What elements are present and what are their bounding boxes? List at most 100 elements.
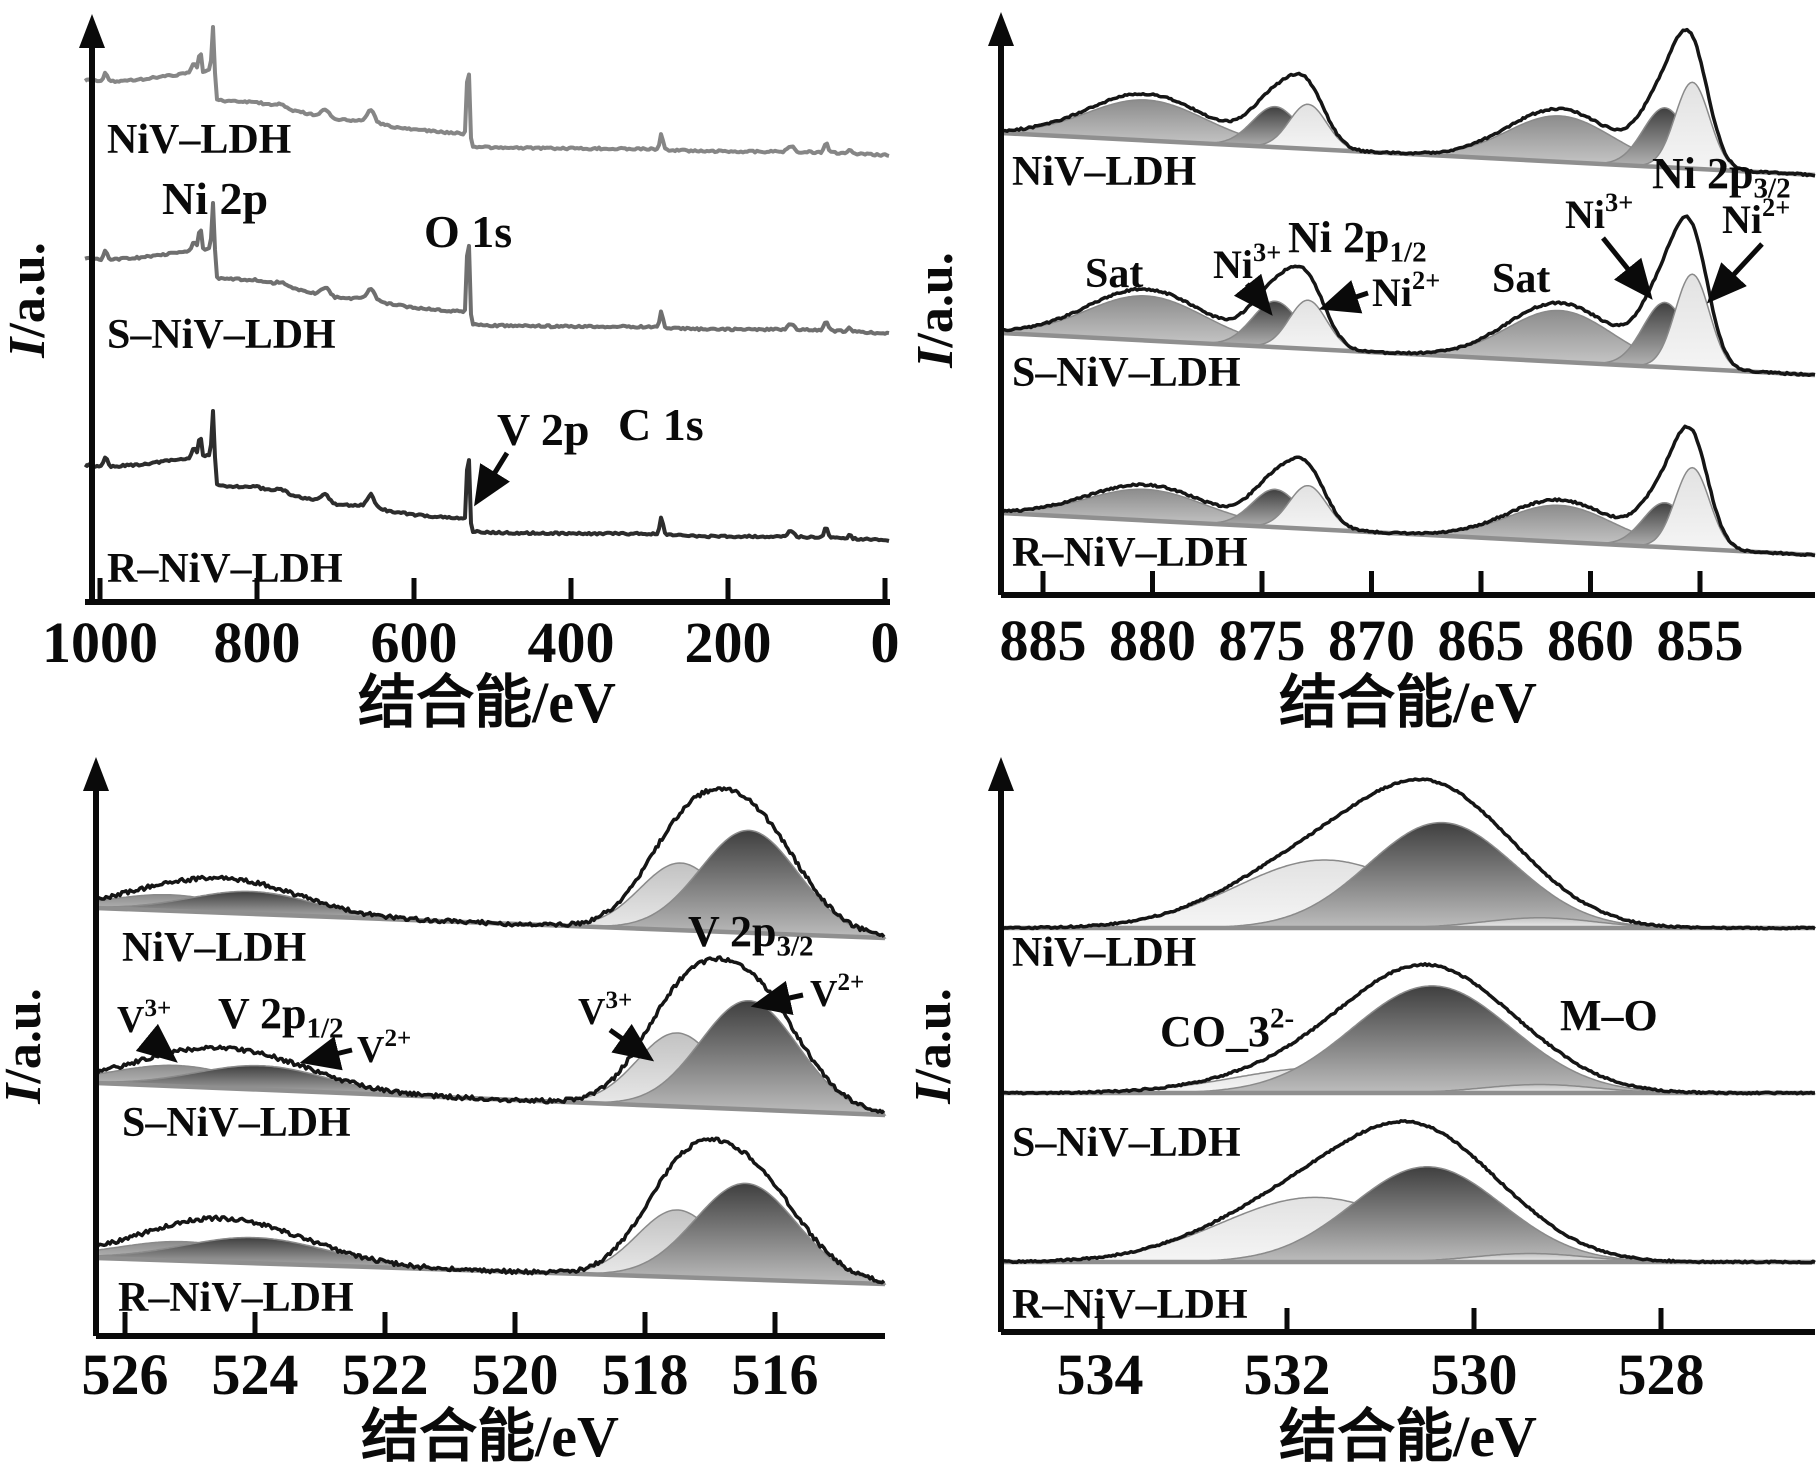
panel-survey: NiV–LDH S–NiV–LDH R–NiV–LDH 1000 800 600 400 20…	[0, 14, 900, 735]
x-tick-label: 516	[732, 1342, 819, 1407]
plot-area	[83, 25, 890, 543]
sample-label: R–NiV–LDH	[1012, 1282, 1248, 1328]
x-tick-label: 524	[212, 1342, 299, 1407]
x-tick-label: 885	[1000, 608, 1087, 673]
x-tick-label: 600	[371, 610, 458, 675]
spectrum-band-rnivldh	[94, 1136, 887, 1287]
sample-label: R–NiV–LDH	[118, 1275, 354, 1321]
spectrum-envelope-curve	[1000, 27, 1816, 178]
annotation-text: V2+	[810, 969, 864, 1015]
x-tick-label: 1000	[42, 610, 158, 675]
annotation-text: Ni 2p	[162, 173, 268, 224]
annotation-text: V 2p	[497, 404, 589, 455]
spectrum-envelope-curve	[1000, 962, 1816, 1096]
annotation-arrow	[1601, 236, 1653, 300]
annotation-text: O 1s	[424, 206, 512, 257]
annotation-text: Ni2+	[1722, 192, 1790, 242]
x-axis-title: 结合能/eV	[1279, 670, 1537, 735]
x-tick-label: 520	[472, 1342, 559, 1407]
y-axis-title: I/a.u.	[0, 988, 52, 1105]
y-axis-title: I/a.u.	[0, 242, 56, 359]
annotation-text: Sat	[1492, 256, 1550, 302]
x-tick-label: 800	[214, 610, 301, 675]
annotation-text: V2+	[357, 1025, 411, 1071]
y-axis-arrowhead	[79, 14, 105, 48]
x-tick-label: 860	[1547, 608, 1634, 673]
x-tick-label: 530	[1431, 1342, 1518, 1407]
spectrum-band-rnivldh	[83, 409, 890, 543]
panel-o1s: NiV–LDH S–NiV–LDH R–NiV–LDH 534 532 530 528 结合能…	[905, 757, 1816, 1465]
x-tick-label: 400	[528, 610, 615, 675]
x-tick-label: 532	[1244, 1342, 1331, 1407]
plot-area	[1000, 777, 1816, 1265]
spectrum-band-nivldh	[1001, 777, 1816, 931]
panel-v2p: NiV–LDH S–NiV–LDH R–NiV–LDH 526 524 522 520 518…	[0, 757, 887, 1465]
spectrum-band-rnivldh	[1000, 1119, 1816, 1265]
spectrum-band-nivldh	[83, 25, 890, 158]
annotation-text: V 2p3/2	[688, 907, 814, 963]
fit-component-peak	[1172, 1166, 1682, 1263]
annotation-arrow	[608, 1023, 655, 1062]
annotation-text: Ni3+	[1565, 187, 1633, 237]
sample-label: R–NiV–LDH	[107, 546, 343, 592]
spectrum-envelope-curve	[84, 201, 890, 336]
annotation-text: Sat	[1085, 251, 1143, 297]
x-axis-title: 结合能/eV	[361, 1404, 619, 1465]
spectrum-band-nivldh	[94, 786, 887, 941]
sample-label: R–NiV–LDH	[1012, 530, 1248, 576]
annotation-arrow	[474, 451, 510, 507]
annotation-arrow	[1706, 242, 1764, 304]
x-axis-title: 结合能/eV	[1279, 1404, 1537, 1465]
annotation-text: V3+	[578, 987, 632, 1033]
annotation-arrow	[750, 980, 804, 1016]
x-tick-label: 534	[1057, 1342, 1144, 1407]
spectrum-envelope-curve	[1001, 777, 1816, 931]
annotation-text: V 2p1/2	[218, 989, 344, 1045]
annotation-text: CO_32-	[1160, 1003, 1294, 1056]
x-tick-label: 870	[1328, 608, 1415, 673]
x-tick-label: 518	[602, 1342, 689, 1407]
spectrum-band-snivldh	[1000, 962, 1816, 1096]
sample-label: NiV–LDH	[1012, 149, 1196, 195]
spectrum-envelope-curve	[83, 409, 890, 543]
plot-area	[94, 786, 887, 1287]
x-tick-label: 522	[342, 1342, 429, 1407]
sample-label: NiV–LDH	[107, 117, 291, 163]
spectrum-band-snivldh	[84, 201, 890, 336]
x-tick-label: 200	[685, 610, 772, 675]
spectrum-band-snivldh	[999, 214, 1816, 378]
x-tick-label: 855	[1657, 608, 1744, 673]
annotation-text: C 1s	[618, 399, 704, 450]
x-tick-label: 0	[871, 610, 900, 675]
panel-ni2p: NiV–LDH S–NiV–LDH R–NiV–LDH 885 880 875 870 865…	[907, 12, 1816, 735]
spectrum-envelope-curve	[1000, 1119, 1816, 1265]
sample-label: NiV–LDH	[1012, 930, 1196, 976]
spectrum-band-nivldh	[1000, 27, 1816, 178]
x-tick-label: 875	[1219, 608, 1306, 673]
annotation-text: Ni2+	[1372, 265, 1440, 315]
annotation-arrow	[299, 1036, 353, 1071]
annotation-arrow	[135, 1023, 178, 1063]
spectrum-band-snivldh	[94, 955, 887, 1118]
y-axis-arrowhead	[988, 12, 1014, 46]
sample-label: S–NiV–LDH	[1012, 350, 1241, 396]
sample-label: S–NiV–LDH	[1012, 1120, 1241, 1166]
y-axis-arrowhead	[83, 757, 109, 791]
fit-component-peak	[1160, 985, 1705, 1094]
annotation-text: Ni 2p1/2	[1288, 213, 1427, 269]
y-axis-arrowhead	[988, 757, 1014, 791]
plot-area	[999, 27, 1816, 558]
spectrum-envelope-curve	[94, 786, 886, 939]
annotation-text: V3+	[117, 995, 171, 1041]
annotation-text: Ni 2p3/2	[1652, 149, 1791, 205]
x-tick-label: 526	[82, 1342, 169, 1407]
annotation-text: M–O	[1560, 991, 1658, 1040]
spectrum-envelope-curve	[1001, 424, 1816, 558]
spectrum-envelope-curve	[999, 214, 1816, 378]
spectrum-envelope-curve	[94, 1136, 886, 1285]
sample-label: S–NiV–LDH	[122, 1100, 351, 1146]
sample-label: NiV–LDH	[122, 925, 306, 971]
x-axis-title: 结合能/eV	[358, 670, 616, 735]
